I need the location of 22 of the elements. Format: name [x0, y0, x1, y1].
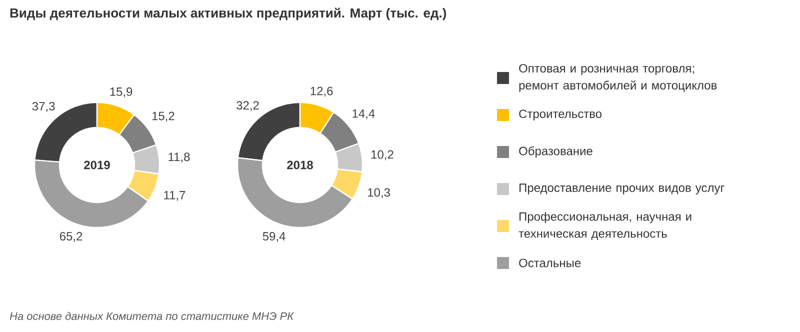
text: 2019 — [84, 160, 110, 170]
data-label: 11,7 — [164, 191, 186, 201]
data-label: 37,3 — [32, 102, 55, 112]
chart-title: Виды деятельности малых активных предприятий. Март (тыс. ед.) — [10, 8, 446, 20]
data-label: 14,4 — [352, 109, 375, 120]
data-label: 10,3 — [368, 188, 390, 198]
data-label: 32,2 — [236, 101, 259, 112]
data-label: 65,2 — [60, 232, 82, 242]
legend-label: Образование — [519, 146, 592, 158]
data-label: 59,4 — [262, 232, 286, 242]
data-label: 10,2 — [371, 150, 394, 160]
data-label: 11,8 — [168, 152, 190, 163]
data-label: 15,9 — [110, 87, 132, 98]
text: 2018 — [287, 160, 313, 170]
legend-label: Оптовая и розничная торговля; ремонт автомобилей и мотоциклов — [519, 64, 717, 92]
legend-label: Предоставление прочих видов услуг — [520, 184, 724, 194]
data-label: 15,2 — [152, 112, 174, 122]
data-label: 12,6 — [310, 86, 333, 97]
legend-label: Профессиональная, научная и техническая деятельность — [518, 212, 692, 240]
legend-label: Остальные — [519, 258, 581, 268]
text: На основе данных Комитета по статистике МНЭ РК — [10, 312, 294, 320]
legend-label: Строительство — [519, 110, 602, 120]
